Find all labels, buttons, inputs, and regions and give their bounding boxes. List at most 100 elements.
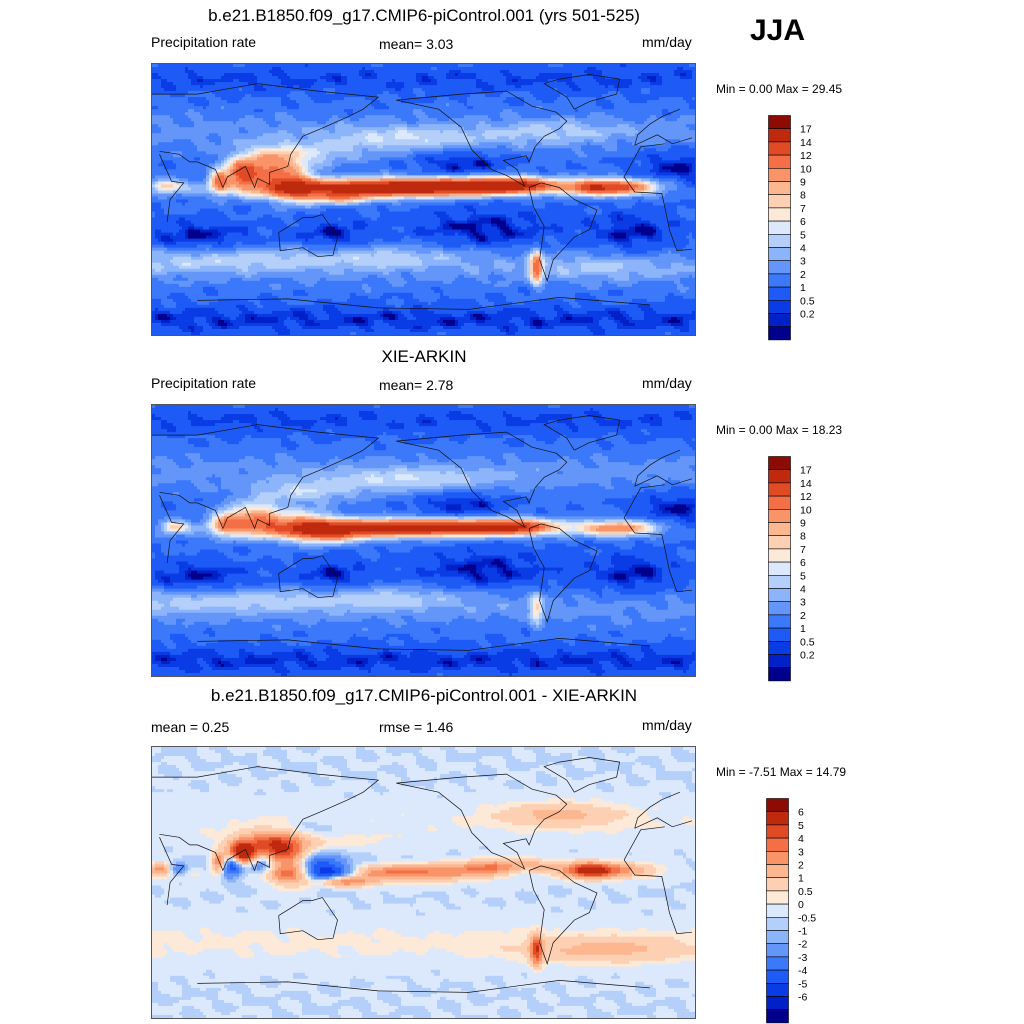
colorbar-tick-label: -0.5 <box>798 912 816 924</box>
coastline <box>278 214 338 258</box>
colorbar-tick-label: 5 <box>798 820 804 832</box>
colorbar-box <box>766 850 789 865</box>
colorbar-tick-label: 3 <box>800 256 806 268</box>
panel-2-units-label: mm/day <box>642 375 692 391</box>
colorbar-tick-label: -4 <box>798 965 807 977</box>
colorbar-box <box>768 508 791 523</box>
colorbar-box <box>768 128 791 143</box>
colorbar-tick-label: 17 <box>800 124 812 136</box>
panel-1-title: b.e21.B1850.f09_g17.CMIP6-piControl.001 … <box>152 6 696 26</box>
panel-2-mean-label: mean= 2.78 <box>379 377 453 393</box>
colorbar-box <box>766 877 789 892</box>
panel-2-title: XIE-ARKIN <box>152 347 696 367</box>
colorbar-box <box>766 917 789 931</box>
colorbar-tick-label: 1 <box>800 282 806 294</box>
colorbar-box <box>768 548 791 563</box>
map-field-svg <box>152 64 695 335</box>
colorbar-box <box>766 837 789 852</box>
panel-3-title: b.e21.B1850.f09_g17.CMIP6-piControl.001 … <box>152 686 696 706</box>
colorbar-box <box>768 601 791 616</box>
panel-2-precip-map <box>151 404 696 677</box>
colorbar-tick-label: 0.5 <box>798 886 813 898</box>
colorbar-tick-label: 14 <box>800 478 812 490</box>
colorbar-box <box>766 903 789 918</box>
colorbar-tick-label: 8 <box>800 190 806 202</box>
colorbar-box <box>766 864 789 878</box>
coastline <box>159 826 693 935</box>
colorbar-box <box>766 824 789 839</box>
colorbar-tick-label: 12 <box>800 150 812 162</box>
colorbar-tick-label: 5 <box>800 570 806 582</box>
colorbar-tick-label: 6 <box>800 216 806 228</box>
coastline <box>197 638 650 651</box>
coastline <box>152 83 693 189</box>
coastline <box>278 897 338 941</box>
colorbar-tick-label: -5 <box>798 978 807 990</box>
colorbar-box <box>768 247 791 261</box>
colorbar-box <box>768 141 791 156</box>
colorbar-tick-label: 0.5 <box>800 636 815 648</box>
colorbar-box <box>766 956 789 971</box>
colorbar-box <box>768 300 791 314</box>
colorbar-box <box>766 1009 789 1024</box>
panel-2-variable-label: Precipitation rate <box>151 375 256 391</box>
colorbar-tick-label: 2 <box>800 269 806 281</box>
colorbar-tick-label: 4 <box>800 243 806 255</box>
panel-3-mean-label: mean = 0.25 <box>151 719 229 735</box>
colorbar-tick-label: 9 <box>800 177 806 189</box>
colorbar-tick-label: -2 <box>798 939 807 951</box>
colorbar-box <box>768 641 791 655</box>
panel-1-precip-map <box>151 63 696 336</box>
panel-3-units-label: mm/day <box>642 717 692 733</box>
colorbar-tick-label: 10 <box>800 504 812 516</box>
panel-1-minmax: Min = 0.00 Max = 29.45 <box>716 82 842 96</box>
panel-2-colorbar: 17 14 12 10 9 8 7 6 5 4 3 2 1 0.5 0.2 <box>768 456 828 682</box>
panel-1-colorbar: 17 14 12 10 9 8 7 6 5 4 3 2 1 0.5 0.2 <box>768 115 828 341</box>
colorbar-tick-label: 5 <box>800 229 806 241</box>
colorbar-box <box>768 588 791 602</box>
coastline <box>197 980 650 993</box>
colorbar-box <box>768 482 791 497</box>
colorbar-tick-label: 12 <box>800 491 812 503</box>
colorbar-tick-label: 0.5 <box>800 295 815 307</box>
colorbar-tick-label: -3 <box>798 952 807 964</box>
colorbar-box <box>768 495 791 510</box>
coastline <box>152 424 693 530</box>
colorbar-tick-label: 6 <box>798 807 804 819</box>
coastline <box>396 431 568 528</box>
coastline <box>543 757 621 793</box>
coastline <box>528 523 598 623</box>
colorbar-tick-label: 9 <box>800 518 806 530</box>
colorbar-box <box>768 456 791 470</box>
coastline <box>543 74 621 110</box>
colorbar-tick-label: 0.2 <box>800 309 815 321</box>
colorbar-tick-label: 7 <box>800 203 806 215</box>
panel-1-variable-label: Precipitation rate <box>151 34 256 50</box>
colorbar-box <box>768 654 791 668</box>
colorbar-box <box>766 996 789 1010</box>
panel-3-difference-map <box>151 746 696 1019</box>
colorbar-box <box>768 154 791 169</box>
colorbar-box <box>766 983 789 997</box>
colorbar-tick-label: 2 <box>800 610 806 622</box>
colorbar-tick-label: 6 <box>800 557 806 569</box>
colorbar-box <box>768 614 791 629</box>
coastline <box>528 182 598 282</box>
coastline <box>197 297 650 310</box>
colorbar-box <box>766 890 789 905</box>
colorbar-tick-label: 3 <box>798 846 804 858</box>
coastline <box>396 773 568 870</box>
colorbar-box <box>768 575 791 589</box>
colorbar-tick-label: 3 <box>800 597 806 609</box>
colorbar-box <box>768 313 791 327</box>
colorbar-tick-label: 1 <box>800 623 806 635</box>
colorbar-tick-label: 7 <box>800 544 806 556</box>
colorbar-box <box>768 220 791 235</box>
colorbar-tick-label: 10 <box>800 163 812 175</box>
colorbar-tick-label: 4 <box>798 833 804 845</box>
season-label: JJA <box>750 14 805 48</box>
colorbar-tick-label: 17 <box>800 465 812 477</box>
